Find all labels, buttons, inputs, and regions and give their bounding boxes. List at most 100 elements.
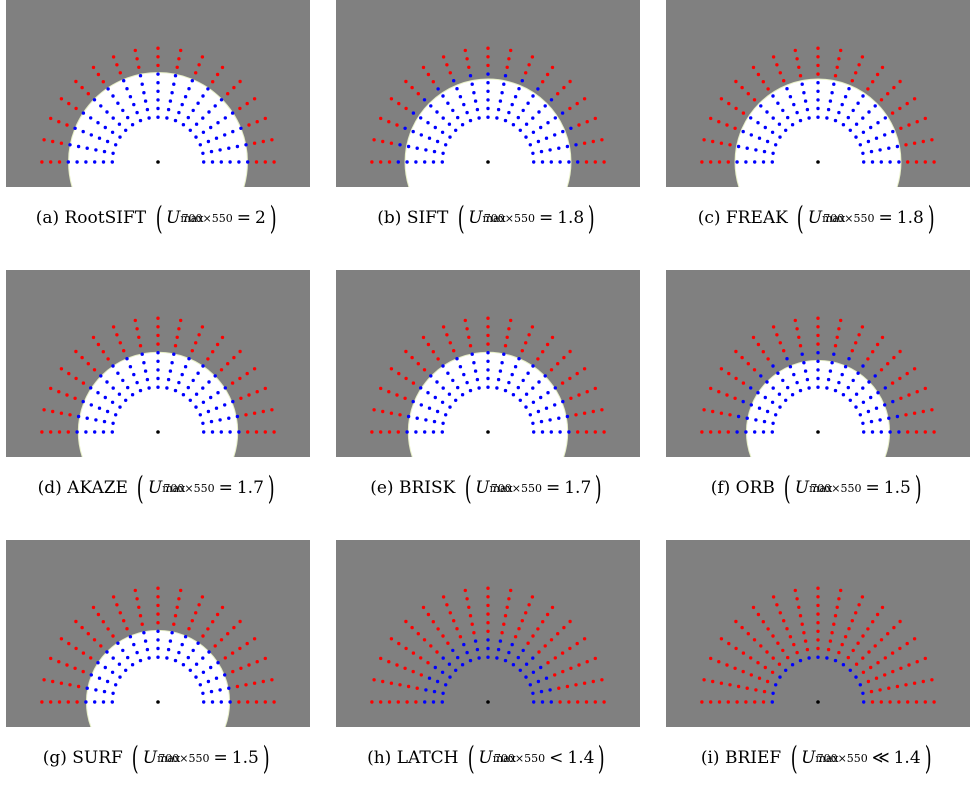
detected-point — [156, 359, 160, 363]
detected-point — [180, 102, 184, 107]
detected-point — [186, 115, 190, 120]
detected-point — [85, 686, 89, 690]
missed-point — [81, 381, 86, 385]
detected-point — [495, 386, 499, 390]
detected-point — [427, 136, 432, 140]
relation: = — [865, 478, 880, 498]
missed-point — [238, 106, 242, 111]
missed-point — [486, 333, 490, 338]
missed-point — [106, 357, 110, 361]
detected-point — [465, 650, 469, 655]
missed-point — [879, 368, 884, 372]
missed-point — [746, 362, 750, 366]
missed-point — [914, 160, 919, 164]
missed-point — [215, 612, 220, 617]
detected-point — [473, 639, 478, 643]
detected-point — [188, 398, 192, 402]
missed-point — [404, 79, 408, 84]
detected-point — [426, 391, 430, 395]
missed-point — [816, 629, 820, 633]
detected-point — [209, 395, 213, 400]
missed-point — [904, 413, 908, 417]
detected-point — [170, 631, 174, 635]
missed-point — [448, 611, 452, 615]
right-paren: ) — [269, 199, 277, 237]
missed-point — [57, 120, 61, 124]
detected-point — [194, 405, 198, 409]
detected-point — [757, 406, 762, 410]
detected-point — [124, 128, 128, 132]
detected-point — [96, 391, 100, 395]
missed-point — [486, 342, 490, 346]
missed-point — [536, 627, 540, 631]
missed-point — [576, 700, 580, 704]
detected-point — [145, 107, 150, 112]
detected-point — [477, 386, 481, 390]
detected-point — [405, 430, 409, 434]
detected-point — [861, 151, 865, 155]
missed-point — [846, 655, 850, 660]
missed-point — [445, 63, 449, 67]
missed-point — [892, 355, 896, 360]
detected-point — [441, 691, 445, 695]
missed-point — [861, 634, 865, 638]
detected-point — [756, 121, 760, 125]
detected-point — [486, 655, 490, 659]
detected-point — [424, 688, 428, 692]
detected-point — [744, 430, 748, 434]
detected-point — [218, 148, 222, 152]
detected-point — [532, 160, 536, 164]
missed-point — [73, 666, 77, 670]
detected-point — [832, 82, 836, 86]
missed-point — [65, 393, 69, 397]
u-subscript: max — [815, 751, 839, 765]
detected-point — [858, 413, 862, 417]
detected-point — [851, 378, 855, 383]
detected-point — [800, 352, 804, 356]
detected-point — [214, 406, 219, 410]
detected-point — [419, 403, 423, 407]
detected-point — [201, 656, 205, 660]
right-paren: ) — [914, 469, 922, 507]
detected-point — [841, 393, 846, 397]
plot-background — [336, 540, 640, 727]
missed-point — [190, 349, 194, 353]
detected-point — [486, 115, 490, 119]
missed-point — [837, 650, 841, 655]
missed-point — [140, 622, 144, 626]
detected-point — [135, 380, 139, 385]
missed-point — [898, 376, 902, 381]
detected-point — [440, 670, 445, 674]
missed-point — [545, 72, 550, 77]
detected-point — [456, 655, 460, 660]
detected-point — [518, 128, 522, 132]
detected-point — [156, 351, 160, 355]
missed-point — [543, 644, 547, 648]
missed-point — [593, 160, 597, 164]
detected-point — [451, 378, 455, 383]
detected-point — [567, 160, 571, 164]
u-symbol: U — [807, 208, 823, 228]
missed-point — [411, 381, 416, 385]
u-value: 1.5 — [883, 478, 911, 498]
detected-point — [101, 700, 106, 704]
missed-point — [92, 638, 97, 642]
detected-point — [544, 676, 549, 680]
detected-point — [93, 160, 97, 164]
missed-point — [80, 625, 84, 630]
detected-point — [540, 430, 545, 434]
detected-point — [765, 409, 770, 414]
missed-point — [467, 335, 471, 339]
missed-point — [421, 605, 426, 610]
detected-point — [856, 371, 860, 375]
detected-point — [118, 135, 122, 139]
missed-point — [270, 408, 274, 412]
missed-point — [749, 673, 753, 677]
missed-point — [197, 333, 201, 337]
missed-point — [426, 342, 431, 347]
missed-point — [887, 686, 891, 690]
detected-point — [763, 395, 767, 400]
